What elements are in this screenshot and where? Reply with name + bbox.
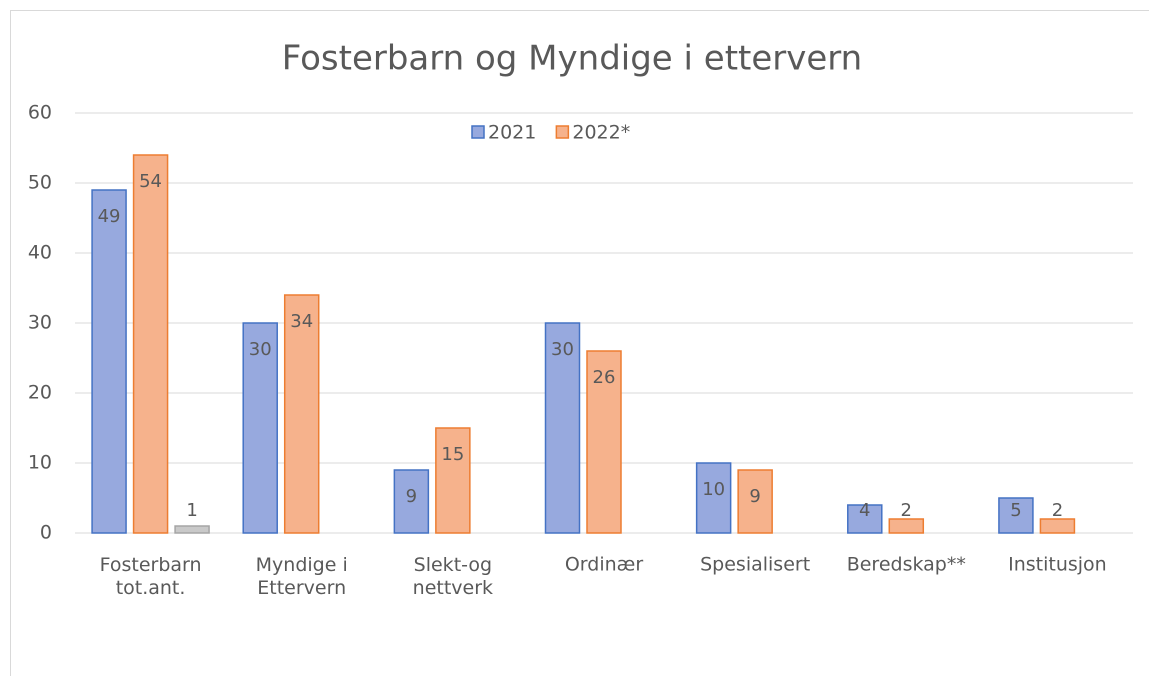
data-label: 30 [551,339,574,360]
x-tick-label: Ordinær [565,554,643,576]
bar [544,322,581,534]
bar [91,189,127,534]
y-tick-label: 10 [28,452,52,474]
data-label: 2 [901,500,912,521]
x-tick-label: Institusjon [1008,554,1107,576]
bar [888,518,925,534]
y-tick-label: 40 [28,242,52,264]
bar [586,350,622,534]
bar [695,462,732,534]
data-label: 15 [441,444,464,465]
bar [283,294,320,534]
y-tick-label: 30 [28,312,52,334]
bar [132,154,169,534]
bar [998,497,1034,534]
data-label: 49 [98,206,121,227]
legend-label: 2022* [572,122,630,144]
bar [737,469,773,534]
bar [435,427,471,534]
x-tick-label: Beredskap** [847,554,966,576]
chart-title: Fosterbarn og Myndige i ettervern [282,39,862,79]
x-tick-label: Fosterbarn tot.ant. [100,554,202,599]
legend-swatch [471,125,485,139]
bar [242,322,278,534]
x-tick-label: Myndige i Ettervern [256,554,348,599]
data-label: 4 [859,500,870,521]
x-tick-label: Slekt-og nettverk [413,554,493,599]
data-label: 30 [249,339,272,360]
bar [1039,518,1076,534]
data-label: 5 [1010,500,1021,521]
data-label: 9 [749,486,760,507]
data-label: 10 [702,479,725,500]
legend-label: 2021 [488,122,536,144]
data-label: 2 [1052,500,1063,521]
data-label: 26 [593,367,616,388]
legend-swatch [555,125,570,139]
data-label: 9 [406,486,417,507]
x-tick-label: Spesialisert [700,554,810,576]
y-tick-label: 0 [40,522,52,544]
bar [174,525,210,534]
bar [847,504,883,534]
y-tick-label: 60 [28,102,52,124]
data-label: 1 [186,500,197,521]
data-label: 54 [139,171,162,192]
data-label: 34 [290,311,313,332]
y-tick-label: 20 [28,382,52,404]
bar [393,469,430,534]
y-tick-label: 50 [28,172,52,194]
